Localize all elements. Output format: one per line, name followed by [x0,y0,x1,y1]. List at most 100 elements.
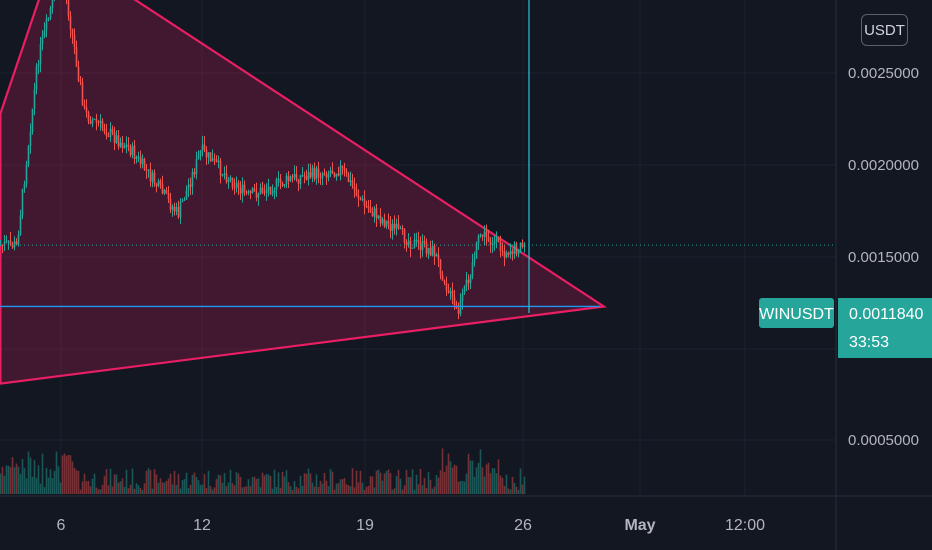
candle-body [503,251,506,258]
volume-bar [293,481,296,494]
candle-body [159,180,162,185]
volume-bar [389,473,392,494]
candle-body [521,242,524,247]
price-axis[interactable]: 0.0025000 0.0020000 0.0015000 0.0005000 [848,65,919,449]
volume-bar [381,480,384,494]
volume-bar [473,476,476,494]
candle-body [165,190,168,194]
volume-bar [379,472,382,494]
volume-bar [291,489,294,494]
volume-bar [155,474,158,494]
triangle-pattern [0,0,607,385]
volume-bar [53,470,56,494]
candle-body [51,0,54,8]
volume-bar [27,451,30,494]
time-axis[interactable]: 6 12 19 26 May 12:00 [57,517,766,534]
candle-body [183,199,186,201]
volume-bar [43,487,46,494]
volume-bar [353,487,356,494]
drawing-lines[interactable] [0,0,836,313]
candle-body [95,118,98,123]
candle-body [255,191,258,198]
candle-body [391,223,394,231]
volume-bar [503,485,506,494]
triangle-drawing[interactable] [0,0,607,385]
volume-bar [467,453,470,494]
candle-body [413,239,416,248]
time-tick-label: 19 [356,517,374,534]
candle-body [489,242,492,245]
candle-body [417,239,420,244]
candle-body [163,190,166,194]
volume-bar [191,474,194,494]
volume-bar [139,487,142,494]
volume-bar [233,485,236,494]
volume-bar [229,469,232,494]
candle-body [325,174,328,178]
candle-body [443,280,446,284]
volume-bar [445,465,448,494]
volume-bar [287,482,290,494]
candle-body [435,254,438,257]
volume-bar [159,478,162,494]
volume-bar [179,488,182,494]
currency-selector-button[interactable]: USDT [861,14,908,46]
volume-bar [259,487,262,494]
volume-bar [419,468,422,494]
symbol-badge-label: WINUSDT [759,306,834,323]
volume-bar [97,489,100,494]
volume-bar [369,476,372,494]
candle-body [445,283,448,291]
candle-body [139,156,142,165]
candle-body [393,223,396,229]
volume-bar [13,467,16,494]
volume-bar [25,478,28,494]
volume-bar [249,486,252,494]
volume-bar [385,470,388,494]
candle-body [347,173,350,183]
candle-body [257,193,260,198]
candle-body [411,247,414,249]
volume-bar [187,488,190,494]
candle-body [485,231,488,237]
candle-body [469,276,472,284]
candle-body [237,182,240,188]
volume-bar [441,448,444,494]
candle-body [509,251,512,255]
volume-bar [313,486,316,494]
candle-body [403,228,406,243]
volume-bar [329,469,332,494]
volume-bar [227,482,230,494]
volume-bar [391,489,394,494]
candle-body [309,171,312,178]
volume-bar [135,483,138,494]
candle-body [129,147,132,156]
volume-bar [319,480,322,494]
volume-bar [519,468,522,494]
candle-body [229,177,232,180]
volume-bar [157,482,160,494]
candle-body [379,215,382,224]
volume-bar [55,451,58,494]
candles [0,0,526,320]
volume-bar [397,470,400,494]
candle-body [341,165,344,168]
candle-body [517,252,520,254]
volume-bar [143,483,146,494]
candle-body [121,142,124,148]
candle-body [513,243,516,254]
candle-body [419,243,422,251]
volume-bar [61,455,64,494]
volume-bar [111,486,114,494]
candle-body [447,290,450,293]
candle-body [267,186,270,190]
volume-bar [269,475,272,494]
volume-bar [177,473,180,494]
candle-body [353,186,356,190]
volume-bar [377,469,380,494]
volume-bar [199,484,202,494]
volume-bar [489,473,492,494]
